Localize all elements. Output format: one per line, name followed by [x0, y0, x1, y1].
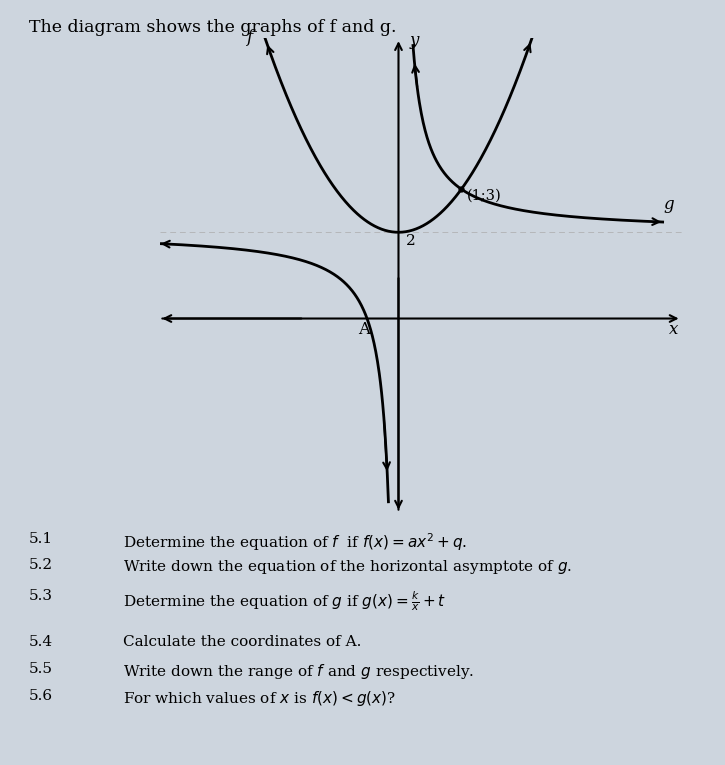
Text: Determine the equation of $g$ if $g(x) = \frac{k}{x} + t$: Determine the equation of $g$ if $g(x) =… — [123, 589, 447, 613]
Text: (1;3): (1;3) — [466, 189, 501, 203]
Text: y: y — [410, 31, 419, 49]
Text: g: g — [663, 196, 674, 213]
Text: Write down the equation of the horizontal asymptote of $g$.: Write down the equation of the horizonta… — [123, 558, 573, 577]
Text: 2: 2 — [406, 234, 415, 249]
Text: x: x — [669, 321, 679, 337]
Text: The diagram shows the graphs of f and g.: The diagram shows the graphs of f and g. — [29, 19, 397, 36]
Text: 5.2: 5.2 — [29, 558, 53, 572]
Text: 5.3: 5.3 — [29, 589, 53, 603]
Text: Write down the range of $f$ and $g$ respectively.: Write down the range of $f$ and $g$ resp… — [123, 662, 474, 681]
Text: Determine the equation of $f$  if $f(x) = ax^2 + q.$: Determine the equation of $f$ if $f(x) =… — [123, 532, 468, 553]
Text: 5.4: 5.4 — [29, 635, 53, 649]
Text: 5.1: 5.1 — [29, 532, 53, 545]
Text: A: A — [358, 321, 370, 337]
Text: Calculate the coordinates of A.: Calculate the coordinates of A. — [123, 635, 362, 649]
Text: 5.6: 5.6 — [29, 688, 53, 702]
Text: For which values of $x$ is $f(x) < g(x)$?: For which values of $x$ is $f(x) < g(x)$… — [123, 688, 397, 708]
Text: 5.5: 5.5 — [29, 662, 53, 675]
Text: f: f — [246, 28, 252, 46]
